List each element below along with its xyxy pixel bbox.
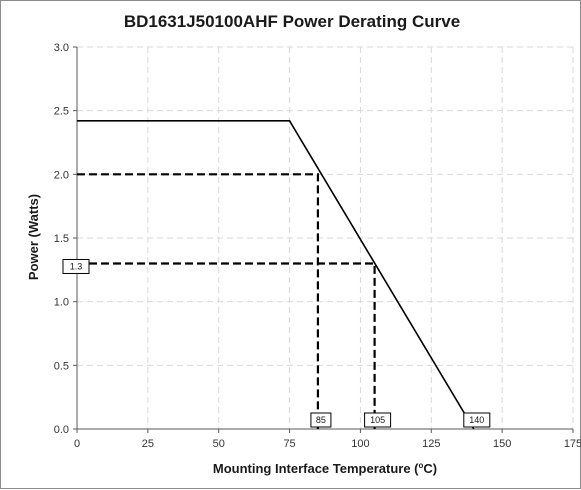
y-tick-label: 0.5 xyxy=(54,360,69,372)
x-tick-label: 25 xyxy=(142,438,154,450)
y-tick-label: 2.5 xyxy=(54,106,69,118)
chart-title: BD1631J50100AHF Power Derating Curve xyxy=(124,12,460,31)
x-tick-label: 75 xyxy=(283,438,295,450)
callout: 105 xyxy=(364,412,392,428)
x-tick-label: 50 xyxy=(213,438,225,450)
x-tick-label: 0 xyxy=(74,438,80,450)
y-tick-label: 0.0 xyxy=(54,424,69,436)
x-tick-label: 150 xyxy=(493,438,511,450)
x-tick-label: 100 xyxy=(351,438,369,450)
callout-label: 140 xyxy=(469,415,484,425)
y-tick-label: 1.0 xyxy=(54,297,69,309)
derating-curve xyxy=(77,120,475,430)
x-axis-label-main: Mounting Interface Temperature ( xyxy=(213,461,419,476)
x-tick-label: 175 xyxy=(564,438,581,450)
x-axis-label-degree: o xyxy=(419,461,424,470)
x-axis-label-tail: C) xyxy=(423,461,437,476)
x-axis-label: Mounting Interface Temperature (oC) xyxy=(213,461,437,476)
guide-line xyxy=(77,262,376,429)
callouts: 85 105 140 1.3 xyxy=(62,258,491,428)
callout-label: 85 xyxy=(316,415,326,425)
tick-labels: 0.0 0.5 1.0 1.5 2.0 2.5 3.0 0 25 50 75 100 125 150 175 xyxy=(54,42,581,450)
y-tick-label: 3.0 xyxy=(54,42,69,54)
y-tick-label: 2.0 xyxy=(54,169,69,181)
guide-lines xyxy=(77,173,376,429)
callout: 140 xyxy=(463,412,491,428)
series xyxy=(77,120,475,430)
callout-label: 1.3 xyxy=(70,261,83,271)
callout: 85 xyxy=(310,412,332,428)
callout-box xyxy=(310,412,332,428)
grid-lines xyxy=(77,46,574,429)
axes xyxy=(73,46,574,433)
callout-box xyxy=(364,412,392,428)
y-tick-label: 1.5 xyxy=(54,233,69,245)
callout-label: 105 xyxy=(370,415,385,425)
y-axis-label: Power (Watts) xyxy=(26,194,41,280)
guide-line xyxy=(77,173,320,429)
x-tick-label: 125 xyxy=(422,438,440,450)
callout-box xyxy=(463,412,491,428)
callout-box xyxy=(62,258,90,274)
callout: 1.3 xyxy=(62,258,90,274)
